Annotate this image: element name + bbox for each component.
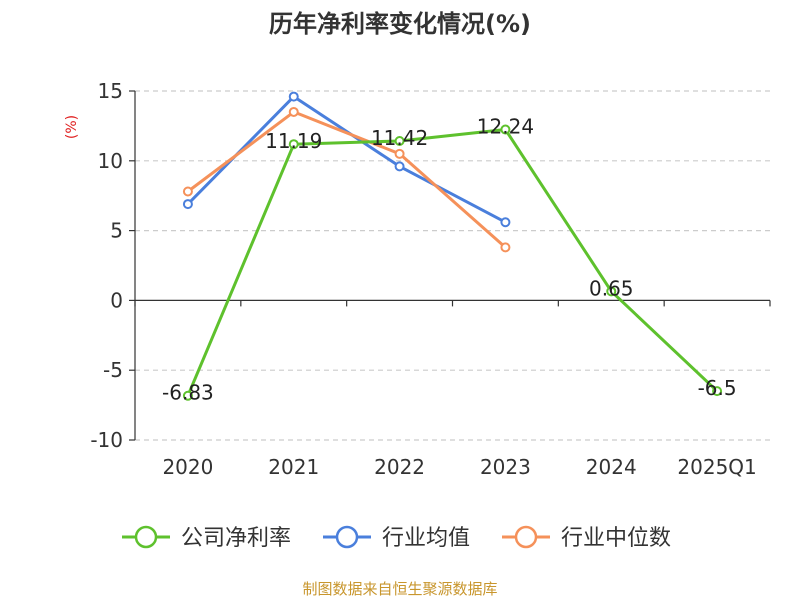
legend-marker — [514, 525, 538, 549]
y-tick-label: 5 — [110, 219, 123, 243]
data-point — [182, 390, 193, 401]
axes — [129, 90, 771, 441]
data-point — [500, 242, 511, 253]
x-tick-label: 2024 — [586, 455, 637, 479]
series-line — [186, 110, 507, 249]
x-tick-labels: 2020 2021 2022 2023 2024 2025Q1 — [162, 455, 756, 479]
data-point — [182, 199, 193, 210]
data-point — [288, 91, 299, 102]
data-point — [500, 124, 511, 135]
y-tick-label: -5 — [103, 358, 123, 382]
series-line — [186, 128, 719, 397]
data-point — [394, 135, 405, 146]
series-lines — [182, 91, 723, 401]
data-point — [182, 186, 193, 197]
data-labels: -6.83 11.19 11.42 12.24 0.65 -6.5 — [162, 115, 737, 405]
data-point — [712, 386, 723, 397]
legend: 公司净利率 行业均值 行业中位数 — [122, 525, 671, 551]
x-tick-label: 2025Q1 — [677, 455, 756, 479]
y-tick-label: 10 — [98, 149, 123, 173]
data-point — [606, 286, 617, 297]
data-label: 0.65 — [589, 276, 634, 300]
data-point — [288, 106, 299, 117]
y-tick-label: -10 — [90, 428, 123, 452]
data-label: -6.83 — [162, 381, 214, 405]
y-axis-unit-label: (%) — [64, 115, 80, 139]
source-note: 制图数据来自恒生聚源数据库 — [302, 580, 497, 598]
legend-label: 公司净利率 — [181, 526, 291, 551]
x-tick-label: 2021 — [268, 455, 319, 479]
data-point — [500, 217, 511, 228]
data-label: 11.19 — [265, 129, 322, 153]
legend-marker — [335, 525, 359, 549]
legend-label: 行业均值 — [382, 526, 470, 551]
legend-label: 行业中位数 — [561, 526, 671, 551]
data-point — [394, 148, 405, 159]
y-tick-label: 0 — [110, 288, 123, 312]
data-label: 11.42 — [371, 126, 428, 150]
data-point — [288, 139, 299, 150]
chart-title: 历年净利率变化情况(%) — [269, 10, 531, 38]
legend-marker — [134, 525, 158, 549]
data-label: -6.5 — [698, 376, 737, 400]
data-label: 12.24 — [477, 115, 534, 139]
data-point — [394, 161, 405, 172]
x-tick-label: 2020 — [162, 455, 213, 479]
x-tick-label: 2022 — [374, 455, 425, 479]
y-tick-labels: 15 10 5 0 -5 -10 — [90, 79, 123, 452]
x-tick-label: 2023 — [480, 455, 531, 479]
grid-lines — [135, 90, 770, 441]
y-tick-label: 15 — [98, 79, 123, 103]
